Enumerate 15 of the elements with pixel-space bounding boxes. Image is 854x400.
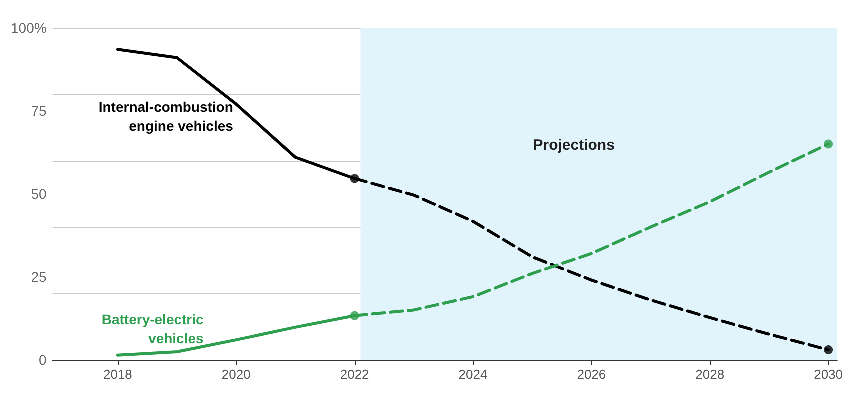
y-tick-label: 75 <box>31 103 48 119</box>
y-tick-label: 0 <box>39 352 48 368</box>
y-tick-label: 50 <box>31 186 48 202</box>
x-tick-label: 2020 <box>222 367 251 382</box>
series-label: Internal-combustion engine vehicles <box>98 99 234 134</box>
y-tick-label: 100% <box>10 20 47 36</box>
x-tick-label: 2018 <box>103 367 132 382</box>
series-label: Battery-electric vehicles <box>102 312 204 347</box>
y-tick-label: 25 <box>31 269 48 285</box>
x-tick-label: 2024 <box>458 367 488 382</box>
x-tick-label: 2028 <box>696 367 725 382</box>
x-tick-label: 2030 <box>814 367 844 382</box>
x-tick-label: 2026 <box>577 367 606 382</box>
x-tick-label: 2022 <box>340 367 370 382</box>
band-label: Projections <box>533 137 615 154</box>
